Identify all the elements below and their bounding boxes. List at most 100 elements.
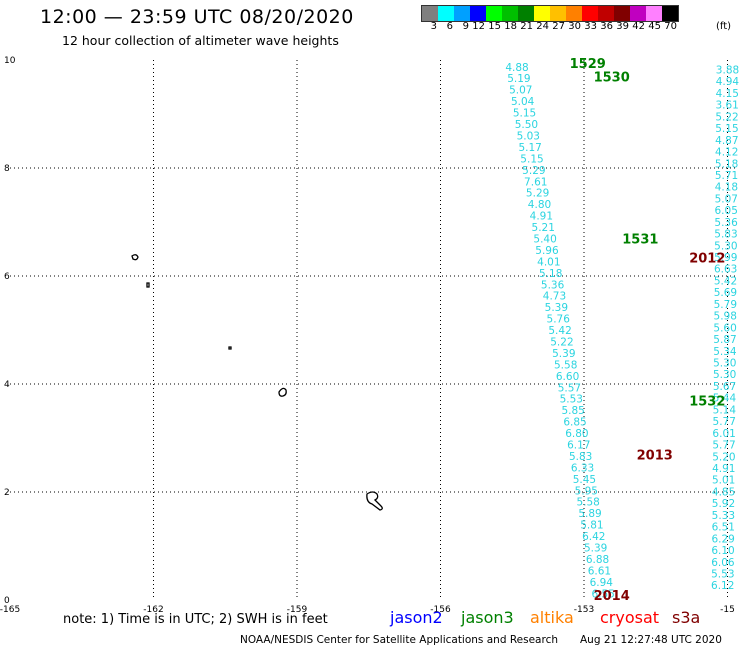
wave-height-value: 5.83 [714, 229, 737, 241]
wave-height-value: 6.01 [712, 428, 735, 440]
color-swatch [486, 6, 502, 21]
color-swatch [454, 6, 470, 21]
island-outline [146, 282, 150, 288]
orbit-pass-label: 1530 [594, 71, 630, 86]
color-scale-unit: (ft) [716, 21, 732, 32]
wave-height-value: 5.22 [550, 336, 573, 348]
longitude-label: -165 [0, 605, 20, 615]
latitude-label: 6 [4, 272, 10, 282]
color-scale-label: 27 [552, 21, 565, 32]
latitude-label: 2 [4, 488, 10, 498]
wave-height-value: 5.77 [712, 440, 735, 452]
wave-height-value: 5.21 [532, 222, 555, 234]
wave-height-value: 5.40 [533, 233, 556, 245]
wave-height-value: 5.03 [517, 130, 540, 142]
color-scale-label: 36 [600, 21, 613, 32]
longitude-label: -162 [143, 605, 163, 615]
color-scale-label: 70 [664, 21, 677, 32]
orbit-pass-label: 1531 [622, 233, 658, 248]
island-outline [366, 491, 383, 511]
color-scale-label: 33 [584, 21, 597, 32]
wave-height-value: 5.14 [713, 404, 737, 416]
satellite-legend-jason3: jason3 [461, 608, 514, 627]
wave-height-value: 5.29 [526, 188, 549, 200]
map-frame [9, 59, 738, 601]
wave-height-value: 5.15 [715, 123, 738, 135]
latitude-label: 10 [4, 56, 16, 66]
wave-height-value: 5.60 [713, 322, 736, 334]
wave-height-value: 7.61 [524, 176, 547, 188]
wave-height-value: 5.20 [712, 451, 735, 463]
wave-height-value: 5.79 [714, 299, 737, 311]
longitude-label: -159 [287, 605, 308, 615]
wave-height-value: 4.01 [537, 256, 560, 268]
color-scale-label: 15 [488, 21, 501, 32]
wave-height-value: 4.91 [530, 211, 553, 223]
satellite-legend-altika: altika [530, 608, 574, 627]
wave-height-value: 5.19 [507, 73, 530, 85]
island-outline [278, 387, 287, 397]
wave-height-value: 6.33 [571, 462, 594, 474]
color-scale-label: 24 [536, 21, 549, 32]
wave-height-value: 5.42 [714, 275, 737, 287]
wave-height-value: 5.44 [713, 393, 737, 405]
wave-height-value: 5.87 [713, 334, 736, 346]
wave-height-value: 5.85 [561, 405, 584, 417]
wave-height-value: 5.36 [541, 279, 565, 291]
wave-height-value: 4.94 [716, 76, 740, 88]
wave-height-value: 5.92 [712, 498, 735, 510]
wave-height-value: 5.89 [578, 508, 601, 520]
color-scale-label: 6 [446, 21, 453, 32]
color-swatch [550, 6, 566, 21]
wave-height-value: 6.29 [711, 533, 734, 545]
wave-height-value: 4.88 [505, 62, 528, 74]
satellite-legend-jason2: jason2 [390, 608, 443, 627]
wave-height-value: 6.10 [711, 545, 734, 557]
longitude-label: -15 [720, 605, 735, 615]
color-swatch [502, 6, 518, 21]
wave-height-value: 5.22 [715, 111, 738, 123]
wave-height-value: 6.42 [582, 531, 605, 543]
island-outline [228, 346, 232, 350]
color-scale-label: 30 [568, 21, 581, 32]
wave-height-value: 4.80 [528, 199, 551, 211]
wave-height-value: 5.15 [513, 108, 536, 120]
wave-height-value: 4.85 [712, 486, 735, 498]
color-scale-label: 21 [520, 21, 533, 32]
wave-height-value: 6.17 [567, 440, 590, 452]
orbit-pass-label: 1529 [570, 57, 606, 72]
wave-height-value: 5.17 [518, 142, 541, 154]
wave-height-value: 5.36 [714, 217, 738, 229]
page-title: 12:00 — 23:59 UTC 08/20/2020 [40, 6, 354, 28]
color-scale-label: 45 [648, 21, 661, 32]
color-swatch [518, 6, 534, 21]
color-swatch [614, 6, 630, 21]
wave-height-value: 5.18 [539, 268, 562, 280]
longitude-label: -156 [430, 605, 451, 615]
color-swatch [422, 6, 438, 21]
latitude-label: 0 [4, 596, 10, 606]
wave-height-value: 5.67 [713, 381, 736, 393]
color-swatch [630, 6, 646, 21]
orbit-pass-label: 2012 [689, 252, 725, 267]
wave-height-value: 5.30 [713, 369, 736, 381]
wave-height-value: 5.39 [545, 302, 568, 314]
color-swatch [438, 6, 454, 21]
color-scale-label: 39 [616, 21, 629, 32]
color-scale-labels: 3 6 9 12 15 18 21 24 27 30 33 36 39 42 45 70 [421, 21, 677, 32]
color-scale-label: 18 [504, 21, 517, 32]
wave-height-value: 5.77 [713, 416, 736, 428]
footer-timestamp: Aug 21 12:27:48 UTC 2020 [580, 634, 722, 646]
orbit-pass-label: 1532 [689, 395, 725, 410]
wave-height-value: 4.15 [716, 88, 739, 100]
latitude-label: 4 [4, 380, 10, 390]
color-swatch [534, 6, 550, 21]
wave-height-value: 6.88 [586, 554, 609, 566]
wave-height-value: 5.29 [522, 165, 545, 177]
wave-height-value: 5.53 [711, 568, 734, 580]
wave-height-value: 6.80 [565, 428, 588, 440]
wave-height-value: 5.30 [713, 358, 736, 370]
longitude-label: -153 [574, 605, 594, 615]
